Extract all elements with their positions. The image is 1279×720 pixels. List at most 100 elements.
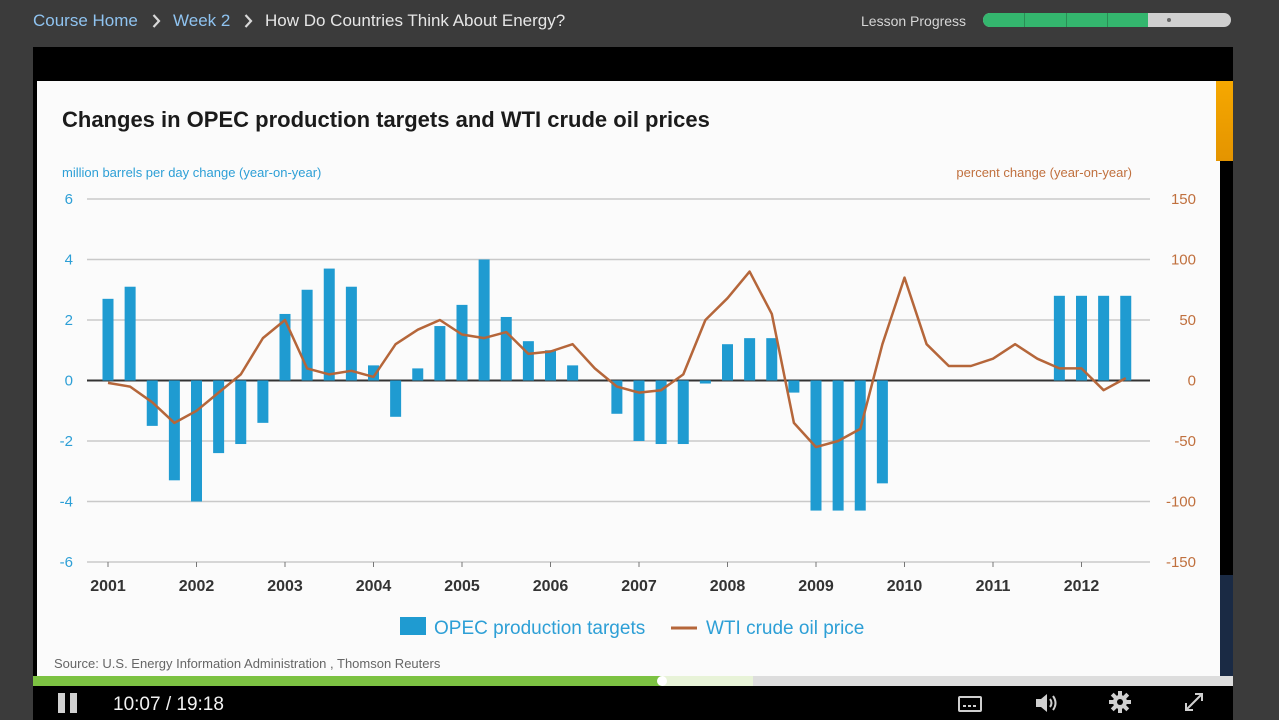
left-tick-label: -6 [60,554,73,571]
opec-bar [301,289,313,381]
opec-bar [257,380,269,423]
right-tick-label: 100 [1171,252,1196,269]
opec-bar [235,380,247,445]
chevron-right-icon [244,14,253,28]
video-frame: Changes in OPEC production targets and W… [37,81,1220,720]
right-axis-label: percent change (year-on-year) [956,165,1132,180]
opec-bar [854,380,866,511]
fullscreen-icon[interactable] [1184,692,1204,712]
right-tick-label: -150 [1166,554,1196,571]
breadcrumb-current-lesson: How Do Countries Think About Energy? [265,11,566,30]
chevron-right-icon [152,14,161,28]
opec-bar [1053,295,1065,381]
x-tick-label: 2012 [1064,578,1100,595]
opec-bar [1076,295,1087,381]
opec-bar [279,313,291,381]
progress-divider [1024,13,1026,27]
opec-bar [876,380,888,484]
chart-source: Source: U.S. Energy Information Administ… [54,656,441,671]
left-axis-label: million barrels per day change (year-on-… [62,165,321,180]
legend-opec-label: OPEC production targets [434,618,645,639]
opec-bar [368,365,379,381]
slide-edge-dark [1220,575,1233,685]
video-scrubber[interactable] [33,676,1233,686]
opec-bar [788,380,800,393]
x-tick-label: 2008 [710,578,746,595]
x-tick-label: 2002 [179,578,215,595]
scrubber-handle[interactable] [656,676,667,686]
opec-bar [677,380,689,445]
chart-title: Changes in OPEC production targets and W… [62,107,710,132]
opec-bar [722,344,733,381]
volume-icon[interactable] [1034,692,1060,714]
current-time: 10:07 [113,694,161,715]
right-tick-label: -50 [1174,433,1196,450]
opec-bar [766,338,778,381]
x-tick-label: 2001 [90,578,126,595]
opec-bar [124,286,136,381]
current-segment-marker [1167,18,1171,22]
left-tick-label: -4 [60,494,73,511]
opec-bar [390,380,402,417]
duration: 19:18 [176,694,224,715]
breadcrumb-week[interactable]: Week 2 [173,11,231,30]
settings-gear-icon[interactable] [1109,691,1131,713]
left-tick-label: 6 [65,191,73,208]
progress-divider [1107,13,1108,27]
scrubber-played [33,676,662,686]
chart-legend: OPEC production targets WTI crude oil pr… [400,617,864,639]
opec-bar [699,380,711,384]
top-bar: Course Home Week 2 How Do Countries Thin… [0,0,1279,42]
opec-bar [567,365,579,381]
legend-wti-label: WTI crude oil price [706,618,864,639]
opec-bar [213,380,225,454]
right-tick-label: 50 [1179,312,1196,329]
lesson-progress-bar [983,13,1231,27]
slide-edge-accent [1216,81,1233,161]
right-tick-label: 150 [1171,191,1196,208]
legend-bar-swatch [400,617,426,635]
x-tick-label: 2004 [356,578,392,595]
opec-bar [323,268,335,381]
x-tick-label: 2007 [621,578,657,595]
opec-bar [1120,295,1132,381]
left-tick-label: -2 [60,433,73,450]
opec-bar [744,338,756,381]
oil-chart: Changes in OPEC production targets and W… [54,107,1196,671]
opec-bar [611,380,623,414]
lesson-progress-label: Lesson Progress [861,13,967,29]
right-tick-label: -100 [1166,494,1196,511]
opec-bar [478,259,490,381]
opec-bar [633,380,645,441]
opec-bar [832,380,844,511]
opec-bar [434,326,446,381]
opec-bar [168,380,180,481]
progress-divider [1065,13,1067,27]
x-tick-label: 2009 [798,578,834,595]
left-tick-label: 4 [65,252,73,269]
opec-bar [191,380,202,502]
x-tick-label: 2011 [976,578,1011,595]
opec-bar [456,304,468,381]
opec-bar [345,286,357,381]
left-tick-label: 0 [65,373,73,390]
x-tick-label: 2005 [444,578,480,595]
x-tick-label: 2010 [887,578,923,595]
time-separator: / [165,694,172,715]
video-player[interactable]: Changes in OPEC production targets and W… [33,47,1233,720]
captions-icon[interactable] [958,696,982,712]
control-bar: 10:07 / 19:18 [33,686,1233,720]
opec-bar [412,368,424,381]
right-tick-label: 0 [1188,373,1196,390]
breadcrumb-course-home[interactable]: Course Home [33,11,138,30]
opec-bar [1098,295,1110,381]
x-tick-label: 2006 [533,578,569,595]
pause-icon[interactable] [57,693,79,713]
opec-bar [655,380,667,445]
opec-bar [500,316,512,381]
wti-price-line [107,270,1127,449]
time-display: 10:07 / 19:18 [113,694,224,716]
x-tick-label: 2003 [267,578,303,595]
opec-bar [102,298,114,381]
opec-bar [522,341,534,381]
